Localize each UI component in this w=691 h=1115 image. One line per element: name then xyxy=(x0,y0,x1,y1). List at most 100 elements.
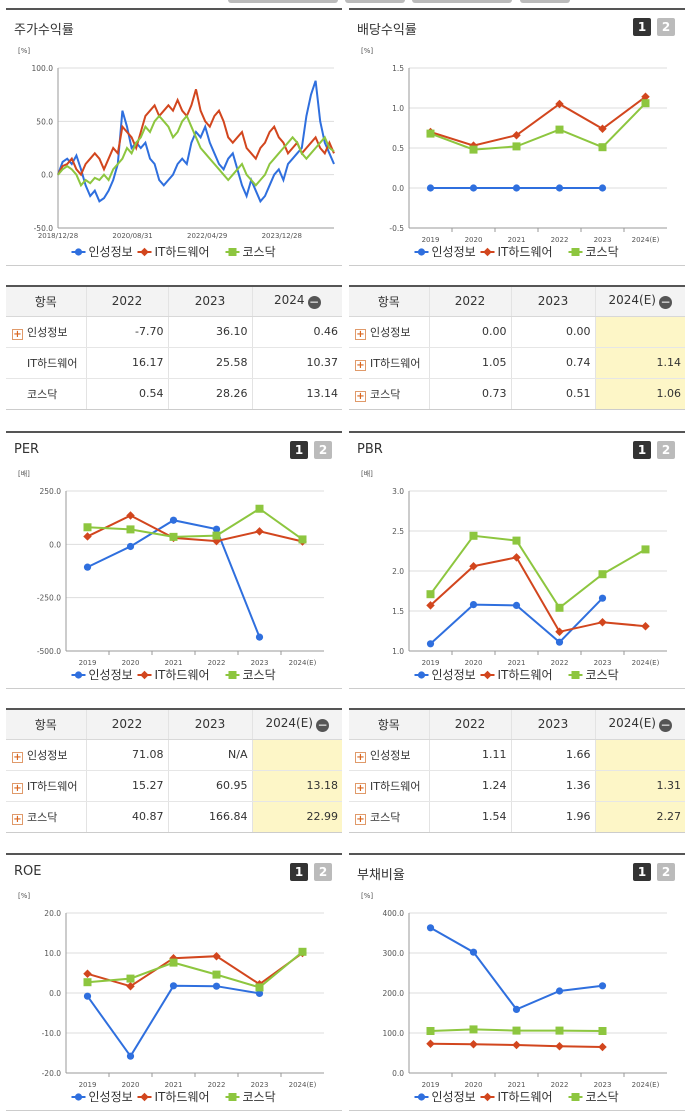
row-name[interactable]: +IT하드웨어 xyxy=(349,770,429,802)
point-marker xyxy=(469,601,478,609)
row-name[interactable]: +코스닥 xyxy=(12,810,58,825)
point-marker xyxy=(298,947,307,956)
row-name[interactable]: +IT하드웨어 xyxy=(349,347,429,379)
cell-value xyxy=(594,316,685,348)
cell-value: N/A xyxy=(167,739,252,771)
point-marker xyxy=(512,601,521,609)
column-header-year: 2023 xyxy=(167,710,252,740)
row-name[interactable]: + 인성정보 xyxy=(6,316,86,348)
expand-icon[interactable]: + xyxy=(355,328,366,340)
point-marker xyxy=(212,531,221,540)
point-marker xyxy=(426,640,435,648)
y-tick-label: 20.0 xyxy=(44,909,61,918)
page-2-button[interactable]: 2 xyxy=(657,18,675,36)
expand-icon[interactable]: + xyxy=(12,751,23,763)
legend-marker xyxy=(74,1093,83,1101)
page-2-button[interactable]: 2 xyxy=(657,441,675,459)
legend-label: IT하드웨어 xyxy=(155,245,210,259)
legend-label: IT하드웨어 xyxy=(155,1090,210,1104)
point-marker xyxy=(555,1026,564,1035)
collapse-icon[interactable]: − xyxy=(658,295,672,310)
legend-marker xyxy=(140,247,149,257)
legend-marker xyxy=(417,1093,426,1101)
per-chart: [배] 250.0 0.0 -250.0 -500.0 2019 2020 2021 2022 2… xyxy=(18,469,324,682)
legend-label: 인성정보 xyxy=(432,245,476,259)
page-1-button[interactable]: 1 xyxy=(633,18,651,36)
legend-marker xyxy=(483,670,492,680)
x-tick-label: 2021 xyxy=(165,659,183,667)
y-tick-label: 2.0 xyxy=(392,567,404,576)
point-marker xyxy=(126,542,135,551)
y-tick-label: 1.5 xyxy=(392,64,404,73)
point-marker xyxy=(469,561,478,571)
row-name[interactable]: +코스닥 xyxy=(6,378,86,409)
point-marker xyxy=(83,969,92,979)
row-name[interactable]: +IT하드웨어 xyxy=(6,347,86,379)
point-marker xyxy=(512,1026,521,1035)
page-1-button[interactable]: 1 xyxy=(290,863,308,881)
column-header-year: 2022 xyxy=(428,287,511,317)
point-marker xyxy=(512,184,521,192)
y-tick-label: 1.0 xyxy=(392,104,404,113)
y-tick-label: -20.0 xyxy=(42,1069,62,1078)
column-header-year: 2022 xyxy=(85,287,168,317)
cell-value: 60.95 xyxy=(167,770,252,802)
table-row: + 인성정보 -7.70 36.10 0.46 xyxy=(6,316,342,348)
point-marker xyxy=(212,970,221,979)
point-marker xyxy=(212,525,221,533)
page-2-button[interactable]: 2 xyxy=(314,441,332,459)
point-marker xyxy=(598,982,607,990)
point-marker xyxy=(555,1041,564,1051)
row-name[interactable]: +코스닥 xyxy=(355,810,401,825)
cell-value: 166.84 xyxy=(167,801,252,832)
column-header-item: 항목 xyxy=(349,287,429,317)
expand-icon[interactable]: + xyxy=(12,328,23,340)
page-2-button[interactable]: 2 xyxy=(657,863,675,881)
expand-icon[interactable]: + xyxy=(355,359,366,371)
expand-icon[interactable]: + xyxy=(355,390,366,402)
y-tick-label: -0.5 xyxy=(389,224,404,233)
row-name[interactable]: + 인성정보 xyxy=(349,316,429,348)
page-1-button[interactable]: 1 xyxy=(633,863,651,881)
point-marker xyxy=(555,987,564,995)
point-marker xyxy=(126,1052,135,1060)
cell-value: 36.10 xyxy=(167,316,252,348)
page-1-button[interactable]: 1 xyxy=(633,441,651,459)
x-tick-label: 2024(E) xyxy=(289,659,317,667)
per-pager: 1 2 xyxy=(290,441,332,459)
y-tick-label: -500.0 xyxy=(37,647,61,656)
point-marker xyxy=(83,992,92,1000)
cell-value xyxy=(251,739,342,771)
page-2-button[interactable]: 2 xyxy=(314,863,332,881)
page-1-button[interactable]: 1 xyxy=(290,441,308,459)
expand-icon[interactable]: + xyxy=(12,782,23,794)
point-marker xyxy=(255,527,264,536)
expand-icon[interactable]: + xyxy=(355,813,366,825)
y-tick-label: -10.0 xyxy=(42,1029,62,1038)
collapse-icon[interactable]: − xyxy=(315,718,329,733)
cell-value: 1.14 xyxy=(594,347,685,379)
cell-value xyxy=(594,739,685,771)
cell-value: 28.26 xyxy=(167,378,252,409)
point-marker xyxy=(512,536,521,545)
series-line xyxy=(57,80,335,204)
expand-icon[interactable]: + xyxy=(355,782,366,794)
collapse-icon[interactable]: − xyxy=(307,295,321,310)
expand-icon[interactable]: + xyxy=(12,813,23,825)
row-name[interactable]: + 인성정보 xyxy=(6,739,86,771)
legend-label: 코스닥 xyxy=(586,668,619,682)
point-marker xyxy=(126,981,135,991)
row-name[interactable]: +코스닥 xyxy=(355,387,401,402)
row-name[interactable]: + 인성정보 xyxy=(349,739,429,771)
column-header-year: 2024(E) − xyxy=(594,287,685,317)
legend-label: 코스닥 xyxy=(243,1090,276,1104)
collapse-icon[interactable]: − xyxy=(658,718,672,733)
x-tick-label: 2019 xyxy=(79,1081,97,1089)
expand-icon[interactable]: + xyxy=(355,751,366,763)
row-name[interactable]: +IT하드웨어 xyxy=(6,770,86,802)
stock-return-table: 항목202220232024−+인성정보-7.7036.100.46+IT하드웨… xyxy=(6,285,342,410)
point-marker xyxy=(255,983,264,992)
y-tick-label: 0.0 xyxy=(41,171,53,180)
column-header-year: 2024− xyxy=(251,287,342,317)
